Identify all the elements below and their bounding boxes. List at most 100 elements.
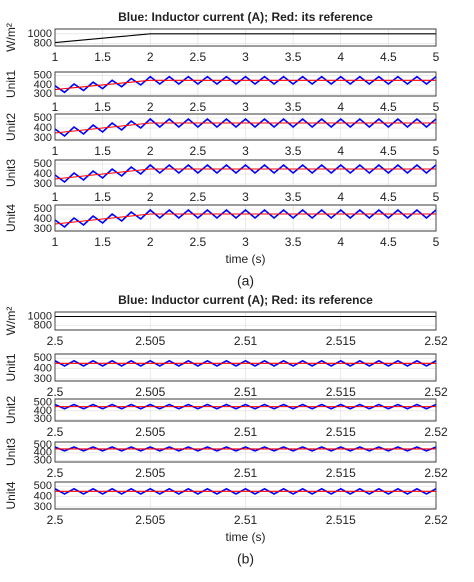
x-tick-label: 4.5: [380, 235, 397, 249]
axes-border: [54, 398, 437, 422]
y-axis-label: W/m²: [4, 23, 18, 52]
x-tick-label: 2.52: [424, 334, 448, 348]
x-tick-label: 2.505: [135, 513, 165, 527]
chart-title: Blue: Inductor current (A); Red: its ref…: [118, 10, 373, 24]
data-line: [54, 208, 437, 229]
x-tick-label: 2: [147, 190, 154, 204]
x-tick-label: 2.515: [326, 334, 356, 348]
x-tick-label: 3: [242, 144, 249, 158]
x-tick-label: 2: [147, 144, 154, 158]
x-tick-label: 2.505: [135, 466, 165, 480]
axes-border: [54, 353, 437, 382]
axes-border: [54, 28, 437, 47]
x-tick-label: 2: [147, 235, 154, 249]
y-axis-label: Unit2: [4, 113, 18, 141]
x-tick-label: 2.5: [190, 144, 207, 158]
x-tick-label: 4: [337, 50, 344, 64]
x-tick-label: 2.515: [326, 513, 356, 527]
y-tick-label: 500: [34, 158, 52, 170]
y-tick-label: 800: [34, 37, 52, 49]
x-tick-label: 3.5: [285, 100, 302, 114]
data-line: [54, 403, 437, 410]
x-tick-label: 1: [52, 235, 59, 249]
x-tick-label: 1.5: [94, 100, 111, 114]
data-line: [54, 122, 436, 134]
y-tick-label: 500: [34, 112, 52, 124]
x-tick-label: 1.5: [94, 235, 111, 249]
x-tick-label: 3.5: [285, 50, 302, 64]
y-tick-label: 400: [34, 168, 52, 180]
y-tick-label: 300: [34, 413, 52, 425]
y-tick-label: 300: [34, 178, 52, 190]
y-tick-label: 1000: [28, 28, 52, 40]
x-tick-label: 1: [52, 100, 59, 114]
y-axis-label: Unit4: [4, 481, 18, 509]
x-tick-label: 2.51: [234, 385, 258, 399]
caption: (a): [237, 273, 254, 289]
caption: (b): [237, 551, 254, 567]
x-tick-label: 5: [433, 235, 440, 249]
y-tick-label: 300: [34, 454, 52, 466]
y-tick-label: 300: [34, 88, 52, 100]
y-axis-label: Unit4: [4, 204, 18, 232]
x-tick-label: 2.5: [190, 50, 207, 64]
x-tick-label: 2.52: [424, 513, 448, 527]
y-tick-label: 1000: [28, 310, 52, 322]
axes-border: [54, 441, 437, 463]
x-tick-label: 2.515: [326, 466, 356, 480]
x-tick-label: 5: [433, 144, 440, 158]
x-tick-label: 2.5: [47, 425, 64, 439]
y-tick-label: 400: [34, 447, 52, 459]
x-tick-label: 1.5: [94, 190, 111, 204]
x-tick-label: 2.5: [47, 385, 64, 399]
y-tick-label: 300: [34, 223, 52, 235]
x-tick-label: 2: [147, 100, 154, 114]
y-tick-label: 500: [34, 480, 52, 492]
y-tick-label: 300: [34, 501, 52, 513]
y-axis-label: Unit2: [4, 396, 18, 424]
data-line: [54, 79, 436, 91]
data-line: [54, 446, 437, 452]
y-tick-label: 500: [34, 203, 52, 215]
x-tick-label: 3: [242, 100, 249, 114]
x-tick-label: 2.515: [326, 385, 356, 399]
x-tick-label: 2.515: [326, 425, 356, 439]
y-axis-label: W/m²: [4, 307, 18, 336]
y-tick-label: 400: [34, 405, 52, 417]
y-axis-label: Unit3: [4, 159, 18, 187]
x-tick-label: 5: [433, 50, 440, 64]
x-tick-label: 2.51: [234, 466, 258, 480]
x-tick-label: 1: [52, 190, 59, 204]
y-tick-label: 500: [34, 396, 52, 408]
axes-border: [54, 159, 437, 187]
y-axis-label: Unit1: [4, 353, 18, 381]
y-tick-label: 400: [34, 362, 52, 374]
x-tick-label: 3.5: [285, 235, 302, 249]
data-line: [54, 487, 437, 495]
x-tick-label: 2.5: [47, 334, 64, 348]
y-tick-label: 500: [34, 439, 52, 451]
y-axis-label: Unit1: [4, 70, 18, 98]
x-tick-label: 2.5: [47, 466, 64, 480]
x-tick-label: 3.5: [285, 190, 302, 204]
x-tick-label: 2.5: [190, 100, 207, 114]
data-line: [54, 163, 437, 184]
x-tick-label: 2.5: [190, 190, 207, 204]
x-tick-label: 1.5: [94, 50, 111, 64]
x-tick-label: 2.51: [234, 513, 258, 527]
axes-border: [54, 204, 437, 232]
x-tick-label: 1: [52, 144, 59, 158]
x-tick-label: 4: [337, 144, 344, 158]
x-tick-label: 5: [433, 100, 440, 114]
x-tick-label: 5: [433, 190, 440, 204]
data-line: [54, 168, 436, 180]
x-tick-label: 2.52: [424, 385, 448, 399]
y-tick-label: 400: [34, 213, 52, 225]
x-tick-label: 3: [242, 235, 249, 249]
x-axis-label: time (s): [226, 530, 266, 544]
data-line: [54, 117, 437, 138]
y-tick-label: 300: [34, 132, 52, 144]
x-tick-label: 2.52: [424, 425, 448, 439]
axes-border: [54, 311, 437, 331]
x-tick-label: 4.5: [380, 190, 397, 204]
